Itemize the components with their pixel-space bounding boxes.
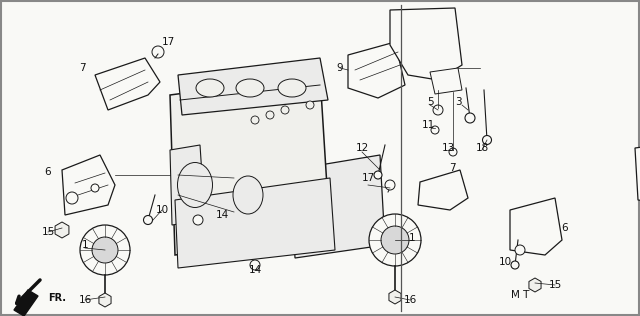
- Polygon shape: [95, 58, 160, 110]
- Text: 9: 9: [337, 63, 343, 73]
- Text: 15: 15: [42, 227, 54, 237]
- Polygon shape: [170, 75, 330, 255]
- Polygon shape: [14, 290, 38, 316]
- Ellipse shape: [196, 79, 224, 97]
- Polygon shape: [62, 155, 115, 215]
- Circle shape: [433, 105, 443, 115]
- Text: 13: 13: [442, 143, 454, 153]
- Text: 10: 10: [499, 257, 511, 267]
- Circle shape: [381, 226, 409, 254]
- Text: 1: 1: [409, 233, 415, 243]
- Text: 16: 16: [403, 295, 417, 305]
- Circle shape: [250, 260, 260, 270]
- Polygon shape: [418, 170, 468, 210]
- Circle shape: [483, 136, 492, 144]
- Circle shape: [511, 261, 519, 269]
- Circle shape: [251, 116, 259, 124]
- Text: 16: 16: [78, 295, 92, 305]
- Circle shape: [266, 111, 274, 119]
- Circle shape: [66, 192, 78, 204]
- Ellipse shape: [177, 162, 212, 208]
- Circle shape: [385, 180, 395, 190]
- Ellipse shape: [236, 79, 264, 97]
- Text: 7: 7: [449, 163, 455, 173]
- Polygon shape: [290, 155, 385, 258]
- Circle shape: [92, 237, 118, 263]
- Polygon shape: [170, 145, 205, 225]
- Ellipse shape: [278, 79, 306, 97]
- Text: 3: 3: [454, 97, 461, 107]
- Circle shape: [369, 214, 421, 266]
- Text: 14: 14: [248, 265, 262, 275]
- Circle shape: [152, 46, 164, 58]
- Text: 15: 15: [548, 280, 562, 290]
- Text: 6: 6: [562, 223, 568, 233]
- Text: 1: 1: [82, 240, 88, 250]
- Text: 11: 11: [421, 120, 435, 130]
- Circle shape: [306, 101, 314, 109]
- Text: 5: 5: [427, 97, 433, 107]
- Circle shape: [465, 113, 475, 123]
- Circle shape: [374, 171, 382, 179]
- Polygon shape: [510, 198, 562, 255]
- Text: 10: 10: [156, 205, 168, 215]
- Ellipse shape: [233, 176, 263, 214]
- Circle shape: [143, 216, 152, 224]
- Circle shape: [281, 106, 289, 114]
- Polygon shape: [178, 58, 328, 115]
- Polygon shape: [635, 140, 640, 205]
- Text: 12: 12: [355, 143, 369, 153]
- Polygon shape: [430, 68, 462, 94]
- Circle shape: [449, 148, 457, 156]
- Text: 17: 17: [161, 37, 175, 47]
- Text: 14: 14: [216, 210, 228, 220]
- Text: 17: 17: [362, 173, 374, 183]
- Text: 6: 6: [45, 167, 51, 177]
- Text: 18: 18: [476, 143, 488, 153]
- Circle shape: [193, 215, 203, 225]
- Text: M T: M T: [511, 290, 529, 300]
- Circle shape: [80, 225, 130, 275]
- Text: 7: 7: [79, 63, 85, 73]
- Circle shape: [515, 245, 525, 255]
- Circle shape: [91, 184, 99, 192]
- Polygon shape: [175, 178, 335, 268]
- Circle shape: [431, 126, 439, 134]
- Polygon shape: [348, 42, 405, 98]
- Text: FR.: FR.: [48, 293, 66, 303]
- Polygon shape: [390, 8, 462, 80]
